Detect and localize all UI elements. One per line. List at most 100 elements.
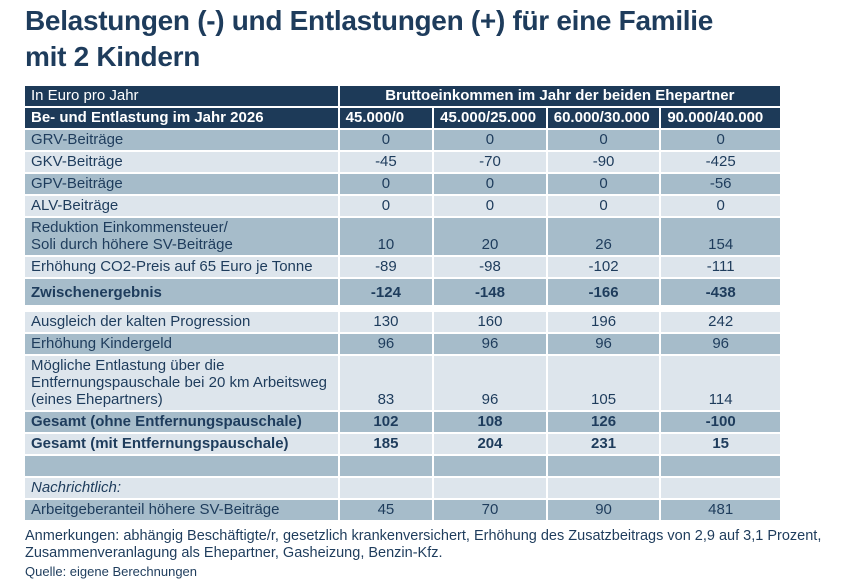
cell-value: 96: [434, 356, 546, 410]
cell-value: 0: [339, 130, 433, 150]
cell-value: -98: [434, 257, 546, 277]
cell-value: [661, 478, 780, 498]
cell-value: 26: [547, 218, 660, 255]
cell-value: 0: [434, 130, 546, 150]
cell-value: 96: [547, 334, 660, 354]
row-entfernungspauschale: Mögliche Entlastung über die Entfernungs…: [25, 356, 780, 410]
source-text: Quelle: eigene Berechnungen: [25, 564, 198, 579]
cell-value: 102: [339, 412, 433, 432]
cell-value: -102: [547, 257, 660, 277]
row-zwischenergebnis: Zwischenergebnis -124 -148 -166 -438: [25, 279, 780, 310]
cell-value: [547, 478, 660, 498]
column-header-90000-40000: 90.000/40.000: [661, 108, 780, 128]
cell-value: 0: [547, 130, 660, 150]
row-label: Arbeitgeberanteil höhere SV-Beiträge: [25, 500, 338, 520]
row-header-label: Be- und Entlastung im Jahr 2026: [25, 108, 338, 128]
unit-label: In Euro pro Jahr: [25, 86, 338, 106]
row-label: Nachrichtlich:: [25, 478, 338, 498]
cell-value: [547, 456, 660, 476]
cell-value: -45: [339, 152, 433, 172]
row-label: Erhöhung CO2-Preis auf 65 Euro je Tonne: [25, 257, 338, 277]
cell-value: 242: [661, 312, 780, 332]
cell-value: 96: [434, 334, 546, 354]
row-nachrichtlich: Nachrichtlich:: [25, 478, 780, 498]
cell-value: 0: [661, 196, 780, 216]
cell-value: -111: [661, 257, 780, 277]
row-grv-beitraege: GRV-Beiträge 0 0 0 0: [25, 130, 780, 150]
cell-value: 0: [434, 196, 546, 216]
cell-value: -70: [434, 152, 546, 172]
cell-value: [339, 456, 433, 476]
cell-value: -166: [547, 279, 660, 310]
row-label: [25, 456, 338, 476]
cell-value: 0: [547, 196, 660, 216]
page-title-line1: Belastungen (-) und Entlastungen (+) für…: [25, 5, 714, 36]
cell-value: 154: [661, 218, 780, 255]
row-label: Zwischenergebnis: [25, 279, 338, 310]
cell-value: 0: [661, 130, 780, 150]
cell-value: 90: [547, 500, 660, 520]
cell-value: 160: [434, 312, 546, 332]
row-blank: [25, 456, 780, 476]
cell-value: 108: [434, 412, 546, 432]
row-label: ALV-Beiträge: [25, 196, 338, 216]
cell-value: 130: [339, 312, 433, 332]
cell-value: 0: [339, 196, 433, 216]
row-label: Mögliche Entlastung über die Entfernungs…: [25, 356, 338, 410]
cell-value: -90: [547, 152, 660, 172]
cell-value: 204: [434, 434, 546, 454]
cell-value: 45: [339, 500, 433, 520]
row-gesamt-ohne-entfernungspauschale: Gesamt (ohne Entfernungspauschale) 102 1…: [25, 412, 780, 432]
column-header-45000-0: 45.000/0: [339, 108, 433, 128]
cell-value: -124: [339, 279, 433, 310]
row-label: Ausgleich der kalten Progression: [25, 312, 338, 332]
cell-value: 20: [434, 218, 546, 255]
page-title-line2: mit 2 Kindern: [25, 41, 201, 72]
row-gpv-beitraege: GPV-Beiträge 0 0 0 -56: [25, 174, 780, 194]
row-label: Gesamt (ohne Entfernungspauschale): [25, 412, 338, 432]
table-header-row: Be- und Entlastung im Jahr 2026 45.000/0…: [25, 108, 780, 128]
cell-value: 10: [339, 218, 433, 255]
row-arbeitgeberanteil: Arbeitgeberanteil höhere SV-Beiträge 45 …: [25, 500, 780, 520]
row-erhoehung-kindergeld: Erhöhung Kindergeld 96 96 96 96: [25, 334, 780, 354]
row-alv-beitraege: ALV-Beiträge 0 0 0 0: [25, 196, 780, 216]
column-group-label: Bruttoeinkommen im Jahr der beiden Ehepa…: [339, 86, 780, 106]
column-header-60000-30000: 60.000/30.000: [547, 108, 660, 128]
data-table: In Euro pro Jahr Bruttoeinkommen im Jahr…: [23, 84, 782, 522]
cell-value: 126: [547, 412, 660, 432]
row-ausgleich-kalte-progression: Ausgleich der kalten Progression 130 160…: [25, 312, 780, 332]
row-label: GRV-Beiträge: [25, 130, 338, 150]
cell-value: [339, 478, 433, 498]
cell-value: 96: [661, 334, 780, 354]
cell-value: 105: [547, 356, 660, 410]
cell-value: 83: [339, 356, 433, 410]
cell-value: [661, 456, 780, 476]
cell-value: 70: [434, 500, 546, 520]
cell-value: -89: [339, 257, 433, 277]
row-gesamt-mit-entfernungspauschale: Gesamt (mit Entfernungspauschale) 185 20…: [25, 434, 780, 454]
cell-value: -56: [661, 174, 780, 194]
cell-value: 0: [339, 174, 433, 194]
table-body: GRV-Beiträge 0 0 0 0 GKV-Beiträge -45 -7…: [25, 130, 780, 520]
row-gkv-beitraege: GKV-Beiträge -45 -70 -90 -425: [25, 152, 780, 172]
cell-value: 96: [339, 334, 433, 354]
row-erhoehung-co2-preis: Erhöhung CO2-Preis auf 65 Euro je Tonne …: [25, 257, 780, 277]
cell-value: -148: [434, 279, 546, 310]
row-label: Erhöhung Kindergeld: [25, 334, 338, 354]
cell-value: -438: [661, 279, 780, 310]
cell-value: 15: [661, 434, 780, 454]
cell-value: [434, 478, 546, 498]
cell-value: 0: [434, 174, 546, 194]
cell-value: 196: [547, 312, 660, 332]
row-label: GPV-Beiträge: [25, 174, 338, 194]
cell-value: 231: [547, 434, 660, 454]
row-label: Gesamt (mit Entfernungspauschale): [25, 434, 338, 454]
row-label: Reduktion Einkommensteuer/ Soli durch hö…: [25, 218, 338, 255]
cell-value: 0: [547, 174, 660, 194]
cell-value: -100: [661, 412, 780, 432]
row-reduktion-einkommensteuer: Reduktion Einkommensteuer/ Soli durch hö…: [25, 218, 780, 255]
row-label: GKV-Beiträge: [25, 152, 338, 172]
cell-value: 185: [339, 434, 433, 454]
cell-value: [434, 456, 546, 476]
cell-value: 481: [661, 500, 780, 520]
